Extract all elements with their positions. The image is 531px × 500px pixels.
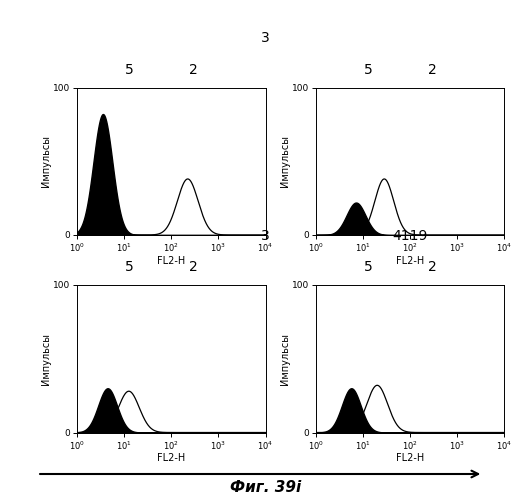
- Text: 5: 5: [364, 62, 373, 76]
- Y-axis label: Импульсы: Импульсы: [41, 135, 52, 187]
- X-axis label: FL2-H: FL2-H: [396, 256, 424, 266]
- Text: Фиг. 39i: Фиг. 39i: [230, 480, 301, 495]
- Y-axis label: Импульсы: Импульсы: [41, 333, 52, 385]
- X-axis label: FL2-H: FL2-H: [157, 453, 185, 463]
- Text: 5: 5: [364, 260, 373, 274]
- Text: 2: 2: [190, 260, 198, 274]
- Text: 5: 5: [125, 260, 134, 274]
- Text: 3: 3: [261, 228, 270, 242]
- Text: 4119: 4119: [392, 228, 428, 242]
- Y-axis label: Импульсы: Импульсы: [280, 333, 290, 385]
- Text: 3: 3: [261, 31, 270, 45]
- Y-axis label: Импульсы: Импульсы: [280, 135, 290, 187]
- Text: 2: 2: [429, 62, 437, 76]
- Text: 2: 2: [429, 260, 437, 274]
- X-axis label: FL2-H: FL2-H: [396, 453, 424, 463]
- Text: 5: 5: [125, 62, 134, 76]
- X-axis label: FL2-H: FL2-H: [157, 256, 185, 266]
- Text: 2: 2: [190, 62, 198, 76]
